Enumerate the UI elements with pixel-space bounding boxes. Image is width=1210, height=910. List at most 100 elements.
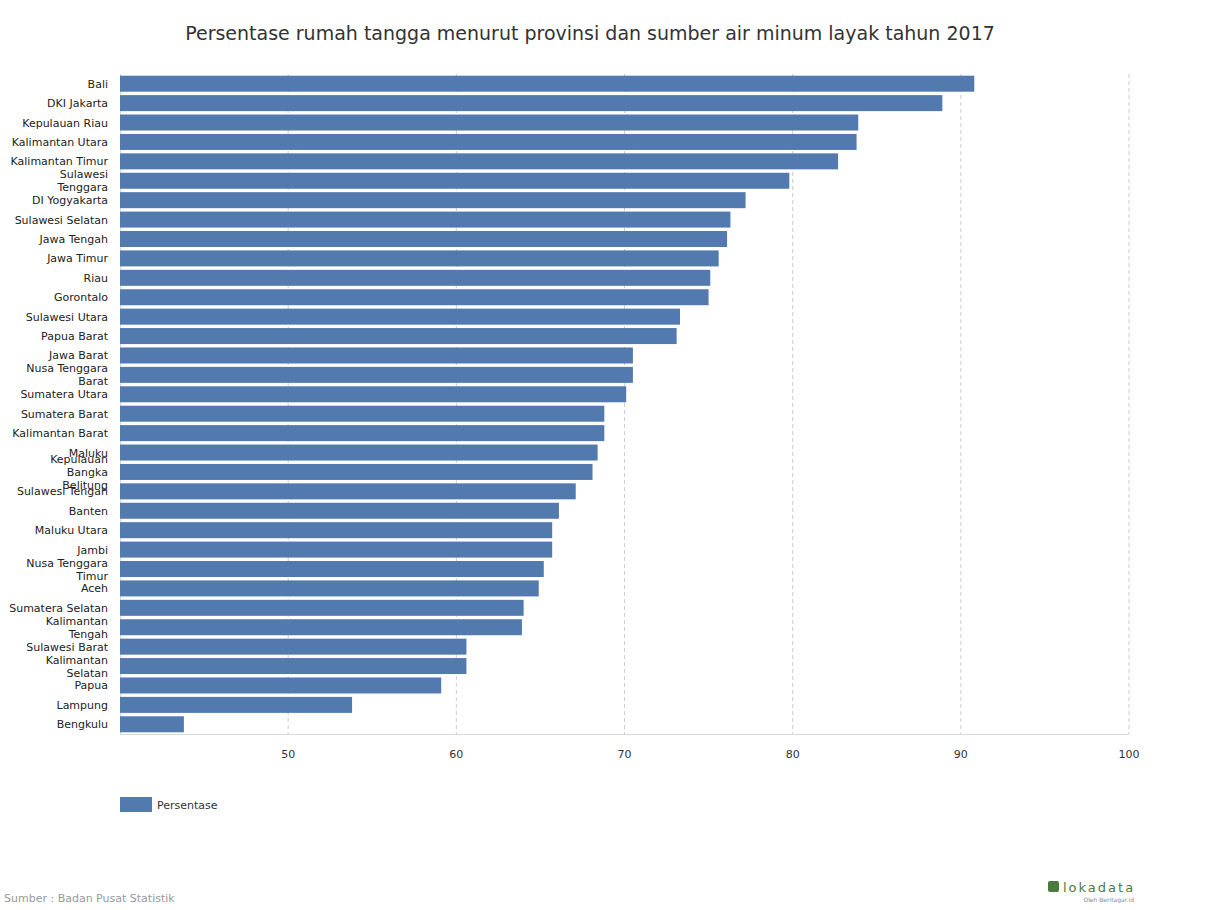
label-line: Sulawesi Utara <box>26 311 108 324</box>
bar <box>120 522 552 538</box>
grid-line <box>960 74 961 734</box>
label-line: Maluku Utara <box>35 524 108 537</box>
label-line: Kalimantan <box>46 654 108 667</box>
legend-swatch <box>120 797 152 812</box>
label-line: Sumatera Selatan <box>9 602 108 615</box>
label-line: Papua Barat <box>41 330 109 343</box>
category-label: Kepulauan Riau <box>22 117 108 130</box>
title: Persentase rumah tangga menurut provinsi… <box>185 22 995 44</box>
category-label: Kalimantan Utara <box>12 136 108 149</box>
label-line: Bengkulu <box>57 718 108 731</box>
grid-line <box>792 74 793 734</box>
legend-label: Persentase <box>157 799 218 812</box>
bar <box>120 134 857 150</box>
source: Sumber : Badan Pusat Statistik <box>4 892 175 905</box>
bar <box>120 542 552 558</box>
bar <box>120 192 746 208</box>
label-line: Jawa Timur <box>46 252 108 265</box>
label-line: Sumatera Utara <box>20 388 108 401</box>
bar <box>120 231 727 247</box>
label-line: Banten <box>69 505 108 518</box>
label-line: Aceh <box>81 582 108 595</box>
category-label: Maluku Utara <box>35 524 108 537</box>
bar <box>120 328 677 344</box>
bar <box>120 697 352 713</box>
label-line: Papua <box>74 679 108 692</box>
category-label: Kalimantan Timur <box>11 155 109 168</box>
category-label: Sumatera Utara <box>20 388 108 401</box>
x-axis <box>120 734 1129 735</box>
bar <box>120 677 441 693</box>
chart: Persentase rumah tangga menurut provinsi… <box>0 0 1210 910</box>
bar <box>120 445 598 461</box>
label-line: DI Yogyakarta <box>32 194 108 207</box>
tick-label: 50 <box>281 748 295 761</box>
tick-label: 100 <box>1119 748 1140 761</box>
category-label: Lampung <box>57 699 109 712</box>
bar <box>120 639 466 655</box>
bar <box>120 95 942 111</box>
label-line: Sulawesi Barat <box>26 641 108 654</box>
category-label: Riau <box>84 272 108 285</box>
category-label: DI Yogyakarta <box>32 194 108 207</box>
bar <box>120 212 730 228</box>
bar <box>120 386 626 402</box>
category-label: Jambi <box>76 544 108 557</box>
category-label: KalimantanTengah <box>46 615 108 641</box>
label-line: Nusa Tenggara <box>26 557 108 570</box>
bars <box>120 76 974 733</box>
category-label: Sulawesi Selatan <box>15 214 108 227</box>
bar <box>120 367 633 383</box>
label-line: Kepulauan <box>50 453 108 466</box>
label-line: Kalimantan <box>46 615 108 628</box>
label-line: Jawa Tengah <box>38 233 108 246</box>
bar <box>120 173 789 189</box>
category-label: KalimantanSelatan <box>46 654 108 680</box>
tick-label: 80 <box>786 748 800 761</box>
category-label: Nusa TenggaraTimur <box>26 557 108 583</box>
category-label: Banten <box>69 505 108 518</box>
label-line: Jawa Barat <box>48 349 109 362</box>
category-label: Jawa Barat <box>48 349 109 362</box>
label-line: Gorontalo <box>54 291 108 304</box>
category-label: Sulawesi Utara <box>26 311 108 324</box>
bar <box>120 716 184 732</box>
logo: lokadata <box>1063 880 1135 895</box>
category-label: Sumatera Barat <box>21 408 109 421</box>
bar <box>120 658 466 674</box>
bar <box>120 425 604 441</box>
label-line: Barat <box>78 375 109 388</box>
category-label: Aceh <box>81 582 108 595</box>
bar <box>120 561 544 577</box>
label-line: DKI Jakarta <box>47 97 108 110</box>
label-line: Sulawesi Tengah <box>17 485 108 498</box>
bar <box>120 270 710 286</box>
label-line: Nusa Tenggara <box>26 362 108 375</box>
tick-label: 60 <box>449 748 463 761</box>
label-line: Sumatera Barat <box>21 408 109 421</box>
category-label: SulawesiTenggara <box>56 168 108 194</box>
category-label: Nusa TenggaraBarat <box>26 362 108 388</box>
category-label: Papua Barat <box>41 330 109 343</box>
bar <box>120 580 539 596</box>
category-label: Kalimantan Barat <box>12 427 108 440</box>
bar <box>120 483 576 499</box>
bar <box>120 289 709 305</box>
label-line: Kepulauan Riau <box>22 117 108 130</box>
bar <box>120 503 559 519</box>
label-line: Tengah <box>68 628 108 641</box>
bar <box>120 406 604 422</box>
tick-label: 90 <box>954 748 968 761</box>
label-line: Tenggara <box>56 181 108 194</box>
logo-icon <box>1048 881 1059 892</box>
bar <box>120 309 680 325</box>
category-label: Jawa Tengah <box>38 233 108 246</box>
label-line: Lampung <box>57 699 109 712</box>
grid-line <box>1129 74 1130 734</box>
category-label: Sumatera Selatan <box>9 602 108 615</box>
tick-label: 70 <box>618 748 632 761</box>
bar <box>120 347 633 363</box>
bar <box>120 600 524 616</box>
label-line: Bangka <box>67 466 108 479</box>
category-label: Jawa Timur <box>46 252 108 265</box>
